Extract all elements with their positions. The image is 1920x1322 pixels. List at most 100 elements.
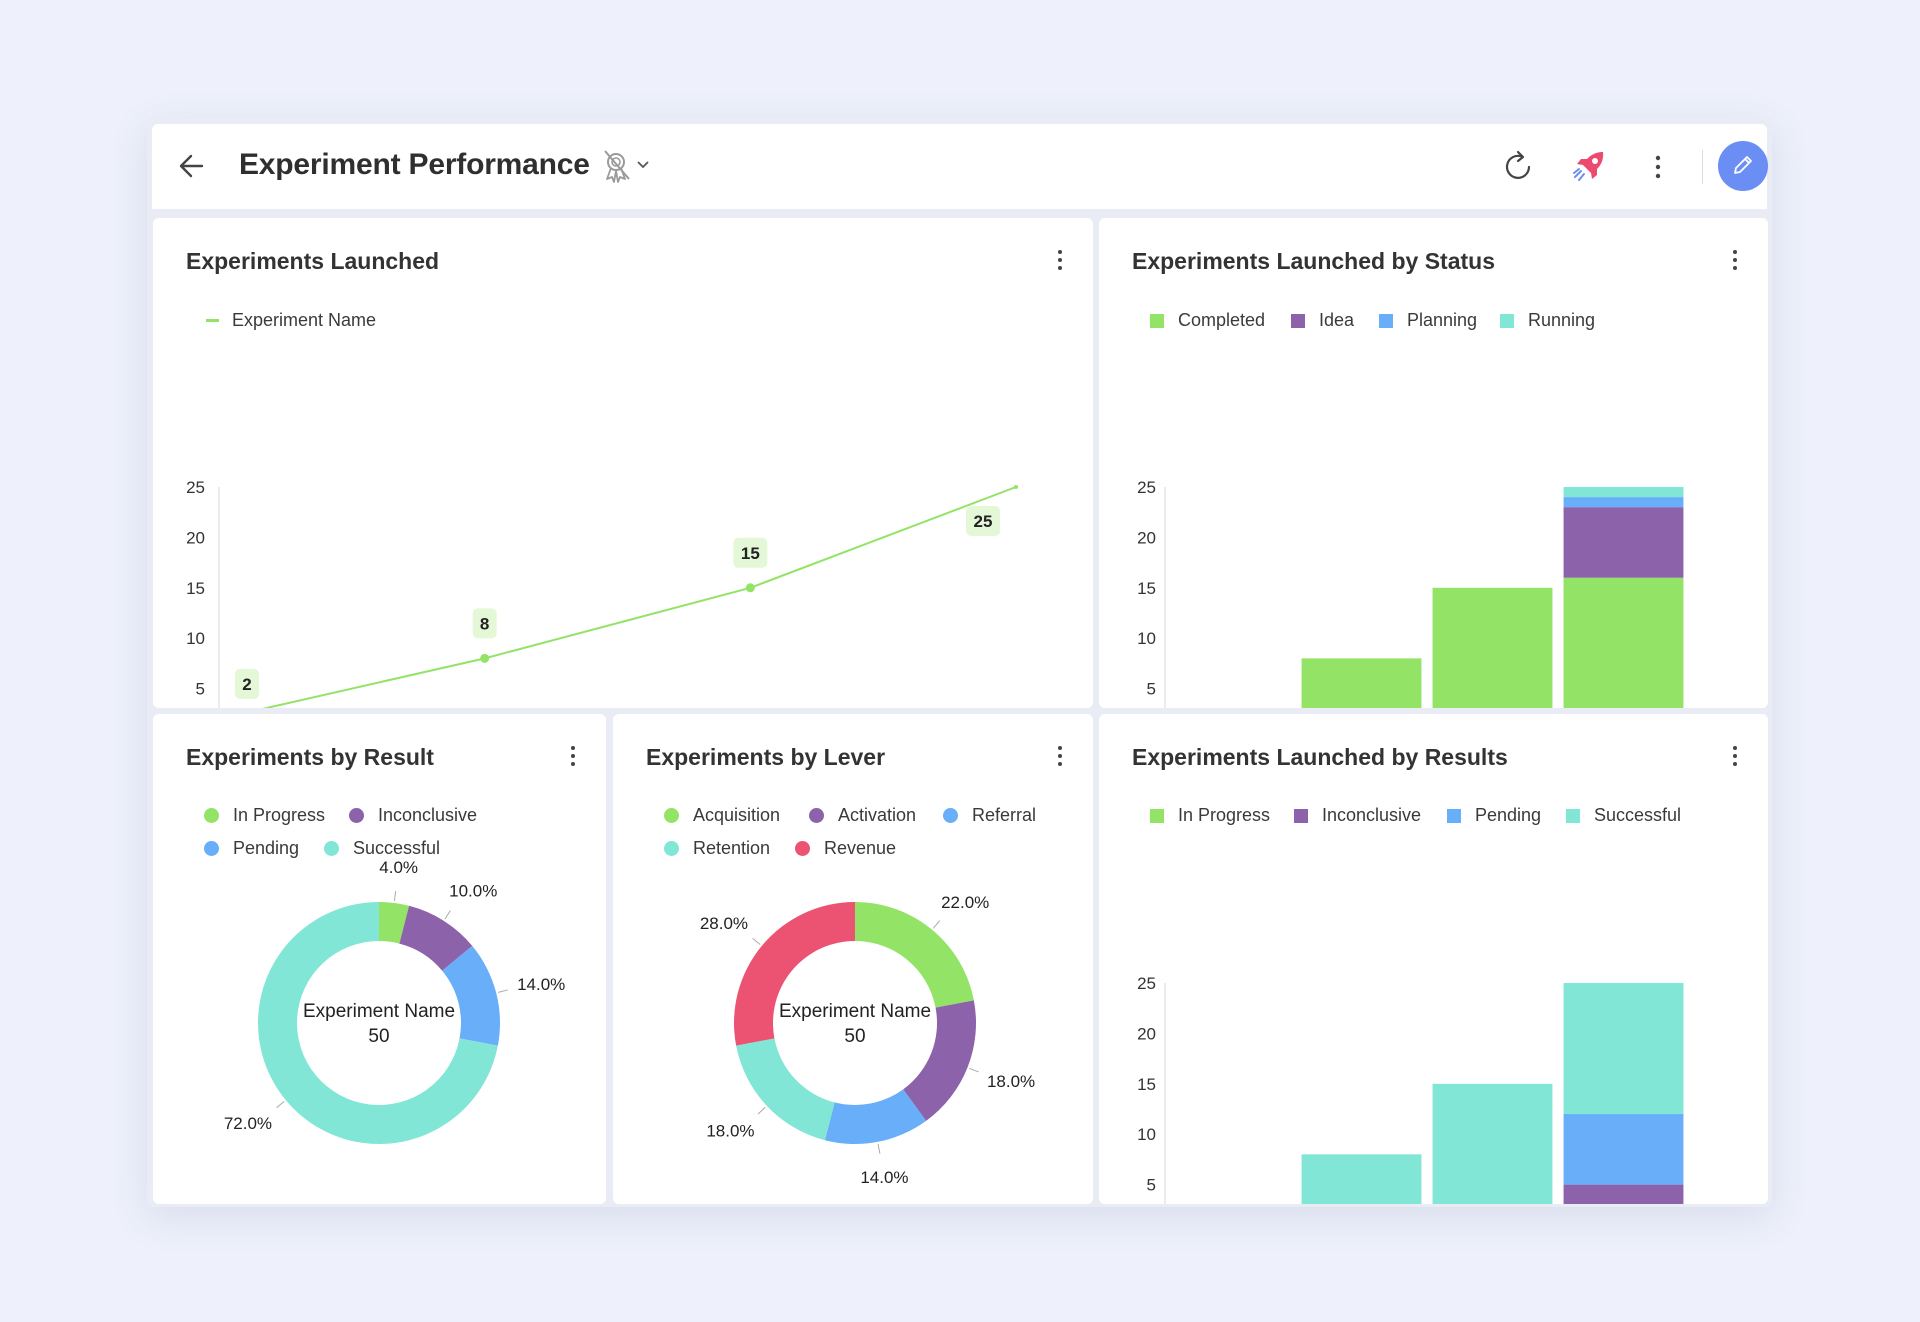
legend-item[interactable]: Acquisition [664,805,780,826]
legend-item[interactable]: In Progress [1150,805,1270,826]
legend-swatch [1291,313,1305,328]
tile-launched-by-status: Experiments Launched by Status Completed… [1099,218,1768,708]
refresh-icon[interactable] [1500,148,1538,186]
slice-label: 10.0% [449,881,497,900]
line-chart: 0510152025AprMayJunJul281525 [186,478,1018,708]
data-label: 25 [974,512,993,531]
legend-item[interactable]: Running [1500,310,1595,331]
series-line [262,486,1017,708]
badge-icon [599,150,659,190]
more-vertical-icon[interactable] [1048,244,1072,276]
legend-label: Planning [1407,310,1478,330]
legend-label: Inconclusive [1322,805,1422,825]
more-vertical-icon[interactable] [561,740,585,772]
legend-label: In Progress [1178,805,1271,825]
legend-item[interactable]: Retention [664,838,770,859]
legend-label: Successful [1594,805,1682,825]
rocket-icon[interactable] [1570,146,1610,186]
y-tick-label: 5 [1147,680,1156,699]
dashboard-header: Experiment Performance [152,124,1768,209]
donut-slice [855,902,974,1008]
slice-label: 28.0% [700,914,748,933]
donut-center-value: 50 [368,1026,389,1047]
tile-experiments-by-result: Experiments by Result In Progress Inconc… [153,714,606,1204]
bar-segment [1563,983,1684,1115]
legend-item[interactable]: Revenue [795,838,896,859]
y-tick-label: 15 [186,579,205,598]
legend-item[interactable]: Successful [324,838,440,859]
legend-item[interactable]: Inconclusive [349,805,477,826]
y-tick-label: 20 [1137,1024,1156,1043]
legend-swatch [1379,313,1393,328]
data-label: 2 [242,675,251,694]
donut-slice [903,1000,976,1121]
y-tick-label: 25 [186,478,205,497]
donut-chart: 22.0% 18.0% 14.0% 18.0% 28.0% Experiment Name… [700,893,1035,1187]
bar-segment [1563,1114,1684,1185]
theme-picker[interactable] [599,146,659,186]
slice-label: 14.0% [517,975,565,994]
y-tick-label: 5 [1147,1176,1156,1195]
tile-launched-by-results: Experiments Launched by Results In Progr… [1099,714,1768,1204]
data-point [745,583,755,593]
bar-segment [1563,1184,1684,1204]
tile-title: Experiments by Result [186,744,434,770]
legend-label: Experiment Name [232,310,377,330]
legend-item[interactable]: Successful [1566,805,1681,826]
more-vertical-icon[interactable] [1723,740,1747,772]
legend-item[interactable]: Activation [809,805,916,826]
bar-segment [1563,487,1684,498]
legend-swatch [1150,313,1164,328]
data-point [480,653,490,663]
donut-slice [736,1038,835,1141]
slice-label: 72.0% [224,1114,272,1133]
edit-button[interactable] [1718,141,1768,191]
legend-item[interactable]: In Progress [204,805,325,826]
legend-label: Inconclusive [378,805,478,825]
legend-label: Successful [353,838,441,858]
legend-label: In Progress [233,805,326,825]
legend-item[interactable]: Planning [1379,310,1477,331]
y-tick-label: 5 [196,680,205,699]
chevron-down-icon [635,156,651,177]
more-vertical-icon[interactable] [1048,740,1072,772]
legend-item[interactable]: Idea [1291,310,1354,331]
legend-swatch [1566,808,1580,823]
slice-label-leader [498,989,508,993]
tile-experiments-by-lever: Experiments by Lever Acquisition Activat… [613,714,1093,1204]
legend-label: Retention [693,838,771,858]
page-title: Experiment Performance [239,148,590,181]
legend-label: Pending [233,838,300,858]
more-vertical-icon[interactable] [1640,148,1676,186]
legend-label: Revenue [824,838,897,858]
data-label-bg [966,506,1000,536]
slice-label-leader [444,910,451,920]
legend-swatch [349,808,364,823]
legend-item[interactable]: Inconclusive [1294,805,1421,826]
y-tick-label: 10 [1137,1125,1156,1144]
slice-label-leader [393,890,397,902]
legend-item[interactable]: Pending [204,838,299,859]
y-tick-label: 20 [1137,528,1156,547]
slice-label-leader [752,937,761,945]
arrow-left-icon[interactable] [174,148,210,184]
legend-swatch [1500,313,1514,328]
y-tick-label: 25 [1137,974,1156,993]
bar-segment [1563,507,1684,578]
donut-center-label: Experiment Name [303,1001,455,1022]
legend-item[interactable]: Completed [1150,310,1265,331]
stacked-bar-chart: 0510152025AprMayJunJul [1137,478,1684,708]
slice-label-leader [969,1067,979,1073]
header-divider [1702,150,1703,184]
legend-item[interactable]: Referral [943,805,1036,826]
legend-swatch [664,841,679,856]
y-tick-label: 10 [186,629,205,648]
legend-item[interactable]: Pending [1447,805,1541,826]
slice-label-leader [276,1101,285,1109]
legend-swatch [1150,808,1164,823]
legend-item[interactable]: Experiment Name [206,310,376,331]
legend-swatch [664,808,679,823]
legend-label: Referral [972,805,1037,825]
more-vertical-icon[interactable] [1723,244,1747,276]
donut-slice [824,1089,927,1144]
